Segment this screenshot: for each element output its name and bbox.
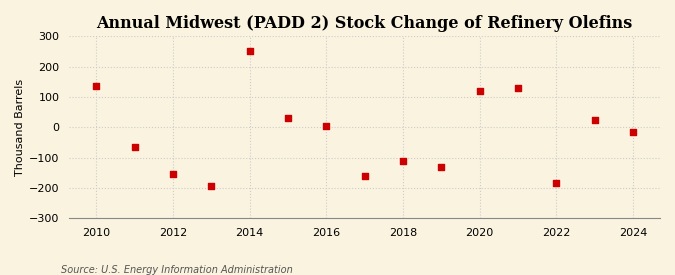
Y-axis label: Thousand Barrels: Thousand Barrels [15, 79, 25, 176]
Point [244, 49, 255, 54]
Point [129, 145, 140, 149]
Point [589, 117, 600, 122]
Point [513, 86, 524, 90]
Point [628, 130, 639, 134]
Point [359, 174, 370, 178]
Point [167, 172, 178, 177]
Point [206, 184, 217, 189]
Point [283, 116, 294, 120]
Point [398, 158, 408, 163]
Text: Source: U.S. Energy Information Administration: Source: U.S. Energy Information Administ… [61, 265, 292, 275]
Point [475, 89, 485, 93]
Point [321, 123, 331, 128]
Point [551, 181, 562, 186]
Point [436, 164, 447, 169]
Point [91, 84, 102, 89]
Title: Annual Midwest (PADD 2) Stock Change of Refinery Olefins: Annual Midwest (PADD 2) Stock Change of … [97, 15, 633, 32]
